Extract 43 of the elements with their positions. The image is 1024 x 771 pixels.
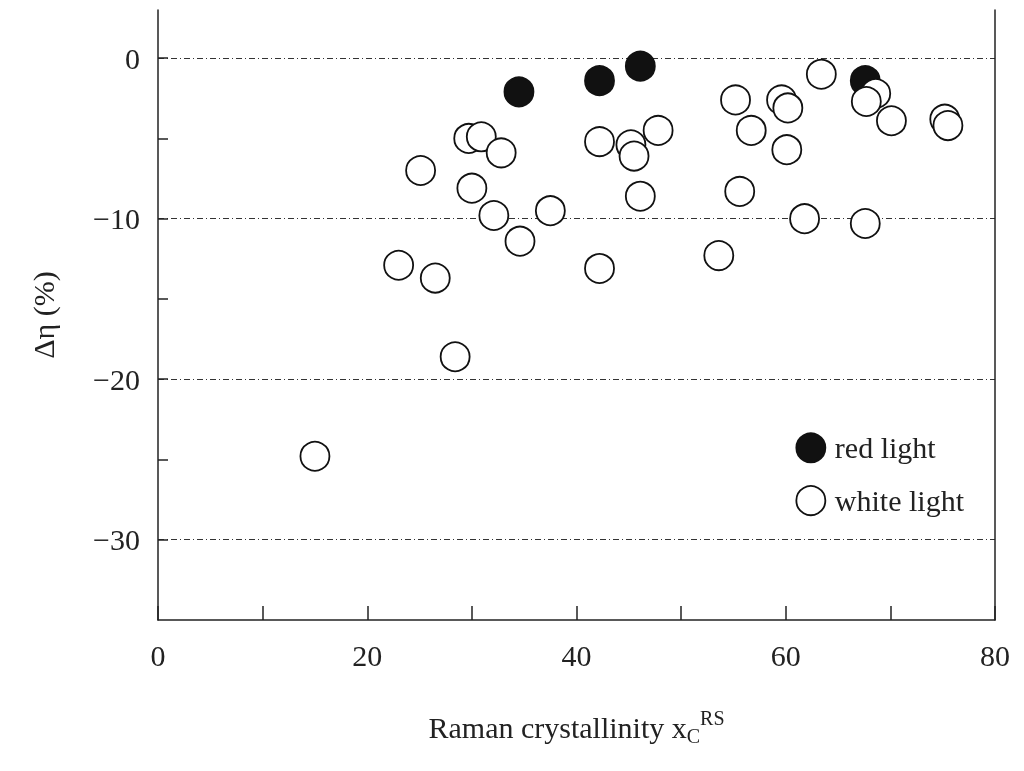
point	[485, 137, 517, 169]
point	[419, 262, 451, 294]
y-tick-label: −10	[93, 202, 140, 236]
point	[504, 225, 536, 257]
point	[584, 65, 615, 97]
point	[850, 86, 882, 117]
point	[932, 110, 964, 141]
point	[503, 76, 535, 108]
point	[735, 115, 767, 146]
point	[876, 105, 907, 137]
point	[584, 126, 615, 158]
x-tick-label: 60	[770, 638, 801, 672]
point	[383, 249, 415, 281]
legend-label: white light	[834, 484, 965, 518]
x-tick-label: 40	[561, 638, 592, 672]
point	[789, 203, 820, 235]
y-axis-title: Δη (%)	[26, 271, 61, 359]
point	[584, 253, 615, 284]
point	[299, 440, 331, 472]
point	[642, 115, 674, 146]
point	[724, 176, 756, 207]
point	[771, 134, 803, 166]
legend-label: red light	[834, 431, 937, 465]
point	[456, 172, 488, 204]
point	[720, 84, 751, 116]
x-tick-label: 20	[352, 638, 383, 672]
point	[465, 121, 497, 153]
y-tick-label: 0	[125, 41, 140, 75]
point	[805, 58, 837, 90]
point	[624, 180, 656, 212]
point	[703, 240, 735, 271]
point	[618, 140, 650, 172]
point	[439, 341, 471, 373]
x-tick-label: 0	[150, 638, 166, 672]
point	[849, 208, 881, 239]
x-tick-label: 80	[980, 638, 1010, 672]
point	[772, 92, 804, 124]
point	[405, 155, 437, 186]
point	[624, 50, 656, 82]
point	[478, 200, 510, 231]
point	[534, 195, 566, 227]
y-tick-label: −20	[93, 362, 140, 396]
y-tick-label: −30	[93, 523, 140, 557]
